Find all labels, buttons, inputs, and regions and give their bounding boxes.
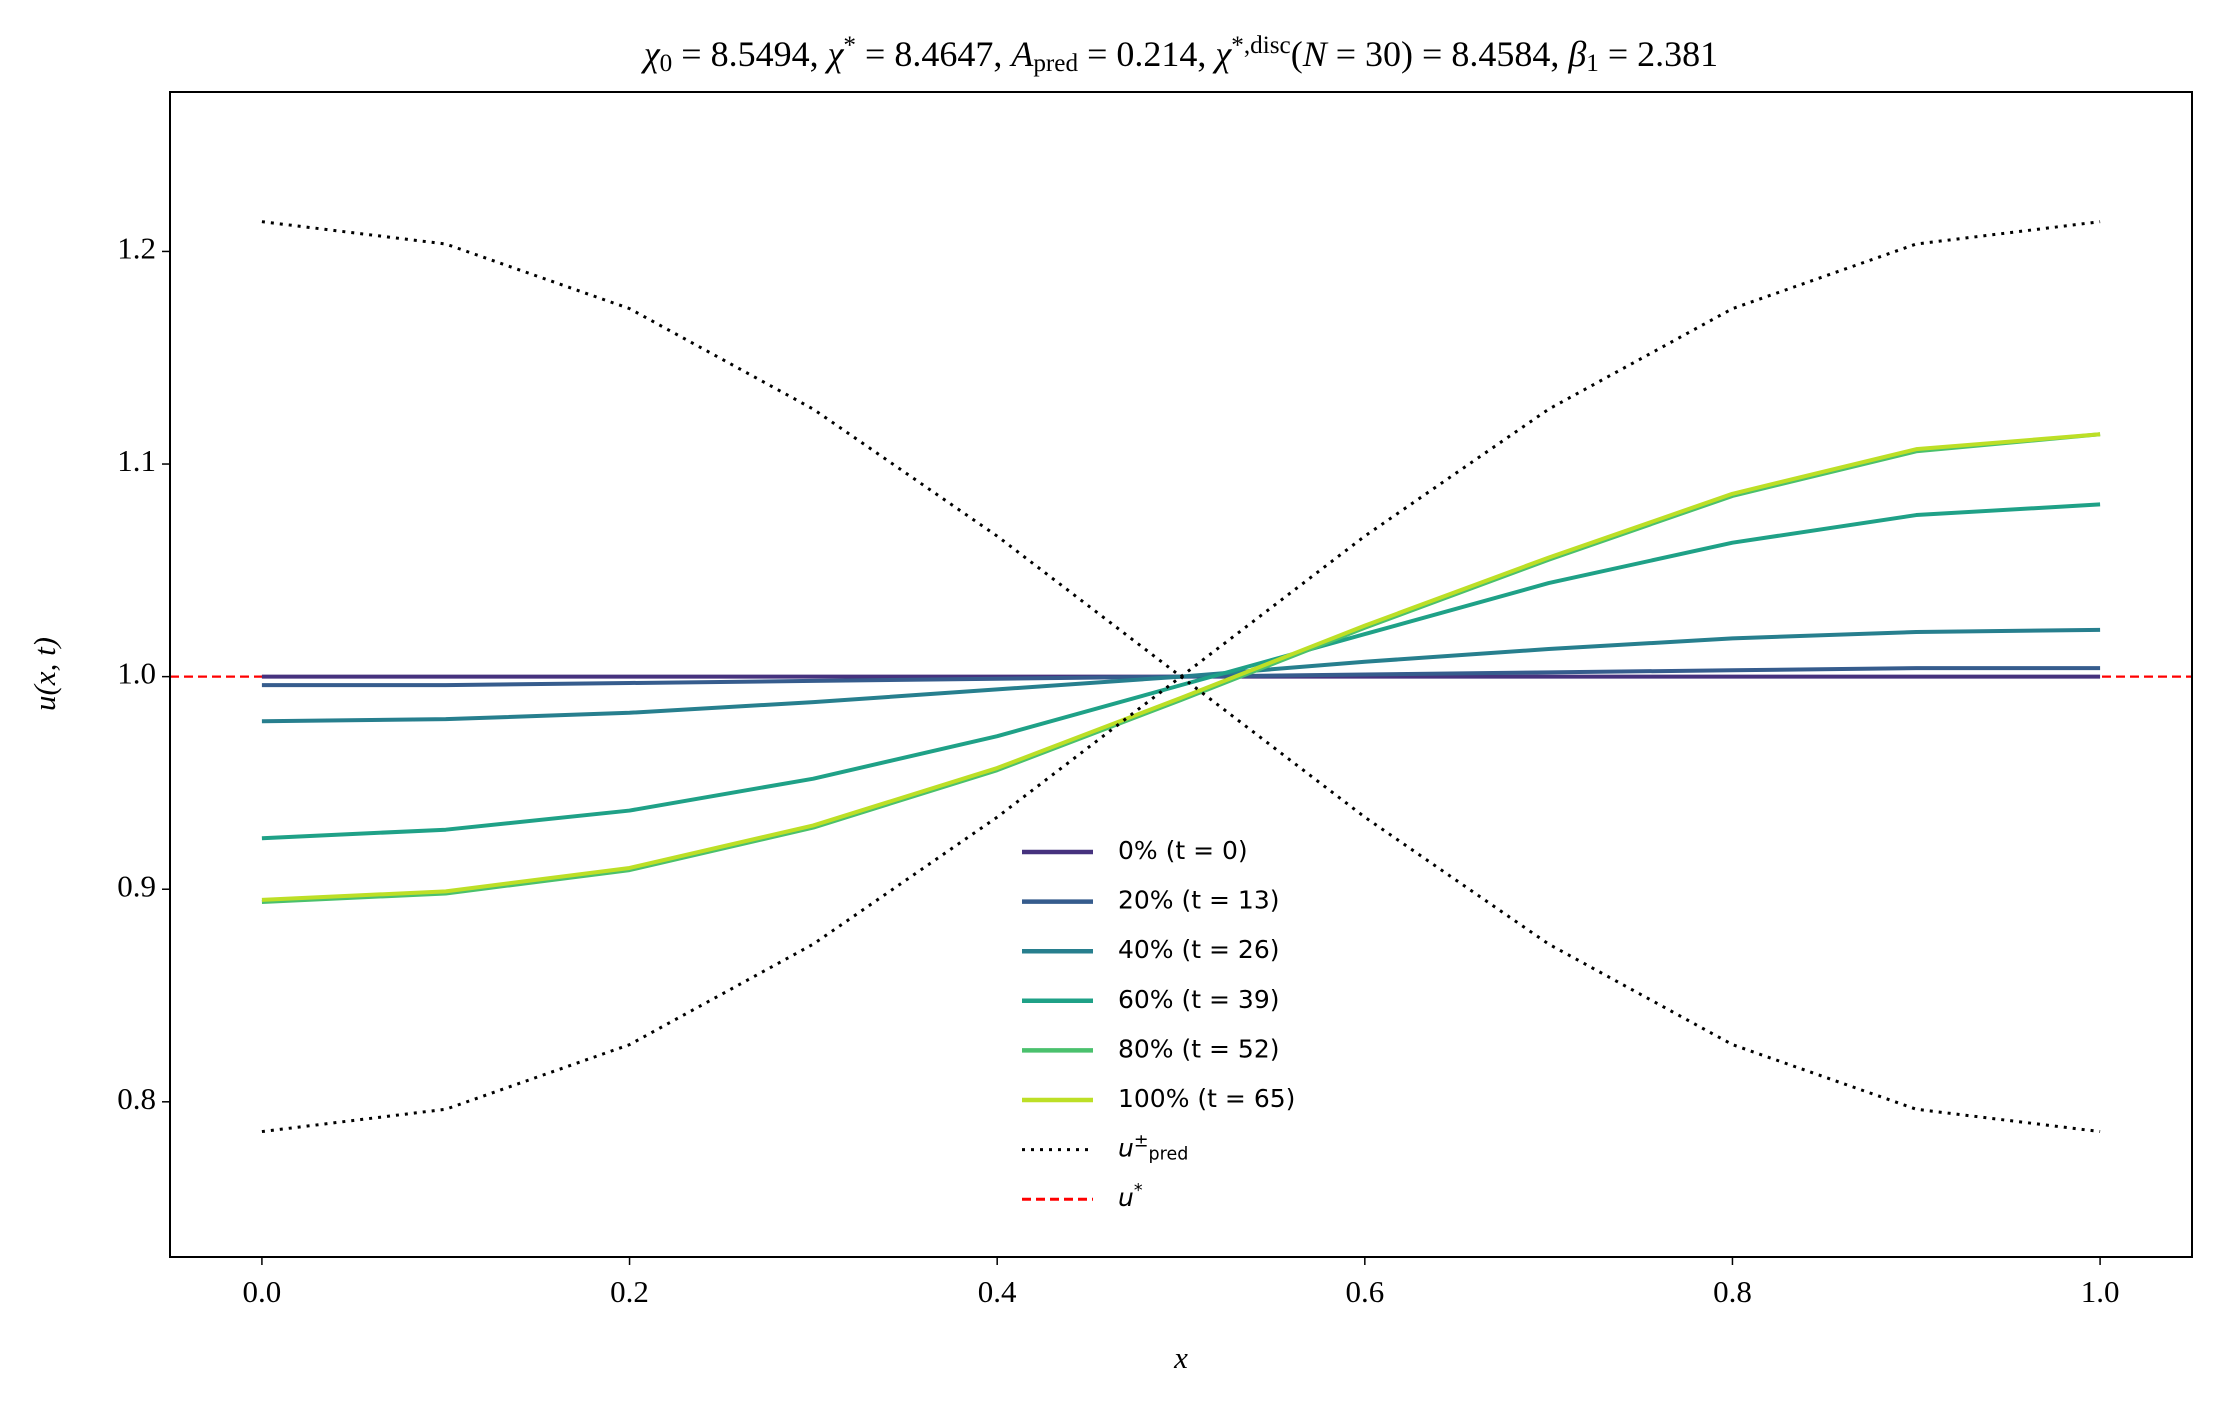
x-tick-label: 0.4 [978, 1274, 1017, 1309]
x-axis-label: x [1173, 1340, 1188, 1375]
series-line [261, 502, 2101, 841]
legend-label: 40% (t = 26) [1118, 935, 1279, 964]
text-segment: χ [825, 34, 845, 74]
text-segment: χ [641, 34, 661, 74]
text-segment: 1 [1586, 50, 1599, 77]
text-segment: 0 [660, 50, 673, 77]
text-segment: 20% (t = 13) [1118, 886, 1279, 915]
text-segment: β [1567, 34, 1586, 74]
text-segment: N [1302, 34, 1329, 74]
x-tick-label: 0.8 [1713, 1274, 1752, 1309]
y-tick-label: 1.1 [117, 443, 156, 478]
legend-label: u* [1118, 1181, 1143, 1212]
text-segment: = 0.214, [1078, 34, 1215, 74]
text-segment: = 8.5494, [672, 34, 827, 74]
text-segment: u [1118, 1183, 1134, 1212]
legend-label: 100% (t = 65) [1118, 1084, 1295, 1113]
text-segment: 100% (t = 65) [1118, 1084, 1295, 1113]
text-segment: u [1118, 1134, 1134, 1163]
y-axis-label: u(x, t) [27, 637, 62, 711]
x-tick-label: 0.6 [1345, 1274, 1384, 1309]
series-line [261, 432, 2101, 902]
y-tick-label: 1.2 [117, 231, 156, 266]
text-segment: 60% (t = 39) [1118, 985, 1279, 1014]
legend-label: 0% (t = 0) [1118, 836, 1248, 865]
text-segment: 40% (t = 26) [1118, 935, 1279, 964]
text-segment: pred [1033, 50, 1078, 77]
legend-label: 80% (t = 52) [1118, 1034, 1279, 1063]
x-tick-label: 1.0 [2081, 1274, 2120, 1309]
axes-frame [169, 91, 2193, 1258]
text-segment: 80% (t = 52) [1118, 1034, 1279, 1063]
x-tick-label: 0.2 [610, 1274, 649, 1309]
x-tick-label: 0.0 [243, 1274, 282, 1309]
text-segment: = 8.4647, [856, 34, 1011, 74]
legend: 0% (t = 0) 20% (t = 13) 40% (t = 26) 60% (t… [1022, 836, 1295, 1212]
text-segment: *,disc [1231, 32, 1290, 59]
text-segment: ± [1134, 1132, 1149, 1152]
legend-label: 60% (t = 39) [1118, 985, 1279, 1014]
legend-label: 20% (t = 13) [1118, 886, 1279, 915]
text-segment: ( [1291, 34, 1303, 74]
y-tick-label: 0.8 [117, 1081, 156, 1116]
text-segment: pred [1149, 1145, 1189, 1165]
text-segment: = 30) = 8.4584, [1327, 34, 1569, 74]
y-tick-label: 0.9 [117, 868, 156, 903]
series-line-lower [261, 220, 2101, 1134]
plot-area [170, 220, 2192, 1134]
y-tick-label: 1.0 [117, 656, 156, 691]
text-segment: * [843, 32, 856, 59]
text-segment: = 2.381 [1599, 34, 1718, 74]
text-segment: χ [1212, 34, 1232, 74]
chart-title: χ0 = 8.5494, χ* = 8.4647, Apred = 0.214,… [641, 32, 1718, 78]
legend-label: u±pred [1118, 1132, 1188, 1165]
text-segment: * [1134, 1181, 1143, 1201]
text-segment: 0% (t = 0) [1118, 836, 1248, 865]
text-segment: A [1009, 34, 1034, 74]
